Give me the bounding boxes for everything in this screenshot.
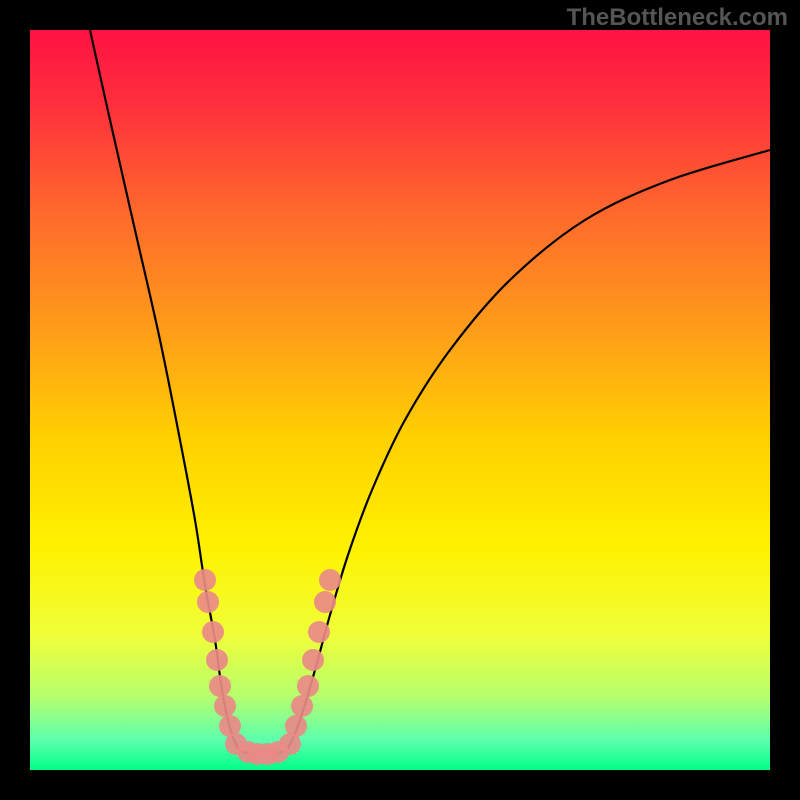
marker-dot	[209, 675, 231, 697]
marker-dot	[291, 695, 313, 717]
marker-dot	[206, 649, 228, 671]
marker-dot	[285, 715, 307, 737]
marker-dot	[314, 591, 336, 613]
chart-canvas: TheBottleneck.com	[0, 0, 800, 800]
marker-dot	[302, 649, 324, 671]
marker-dot	[297, 675, 319, 697]
marker-dot	[194, 569, 216, 591]
marker-dot	[214, 695, 236, 717]
marker-dot	[308, 621, 330, 643]
marker-dot	[202, 621, 224, 643]
watermark-text: TheBottleneck.com	[567, 4, 788, 32]
markers-layer	[0, 0, 800, 800]
marker-dot	[197, 591, 219, 613]
marker-dot	[319, 569, 341, 591]
